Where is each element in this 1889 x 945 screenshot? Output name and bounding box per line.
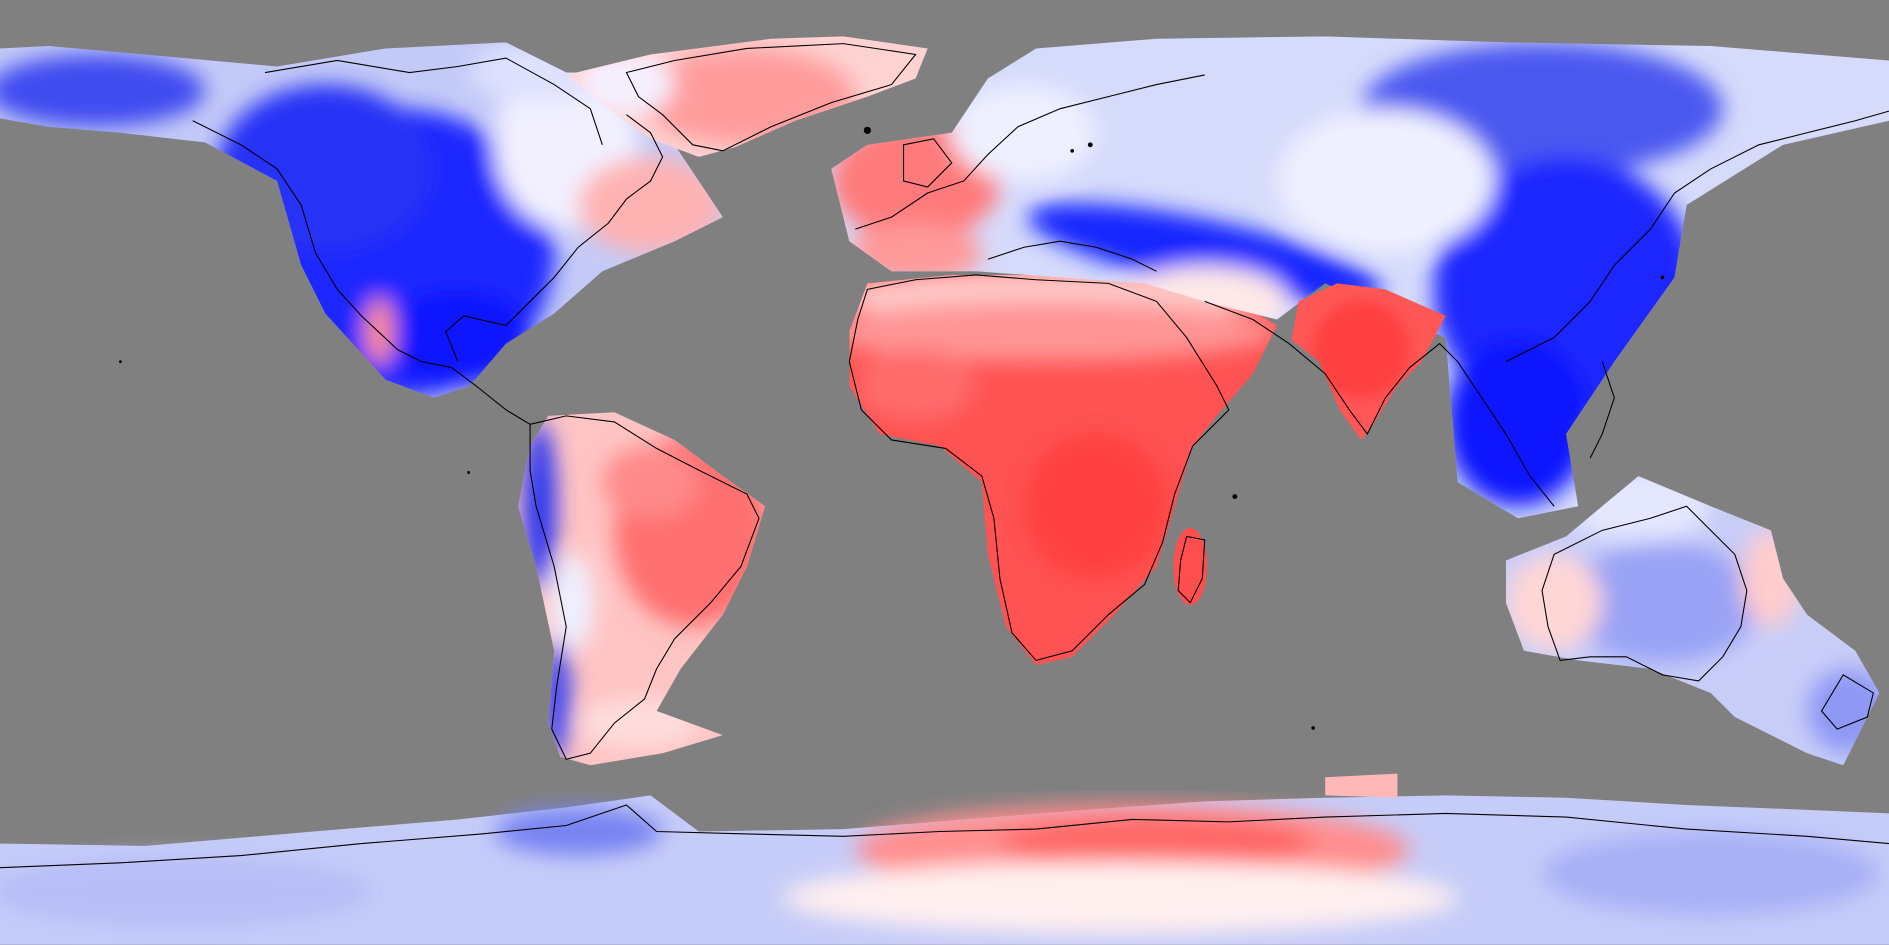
islands-and-lakes: [119, 126, 1665, 730]
coastlines: [0, 43, 1889, 869]
antarctica-field: [0, 773, 1889, 945]
